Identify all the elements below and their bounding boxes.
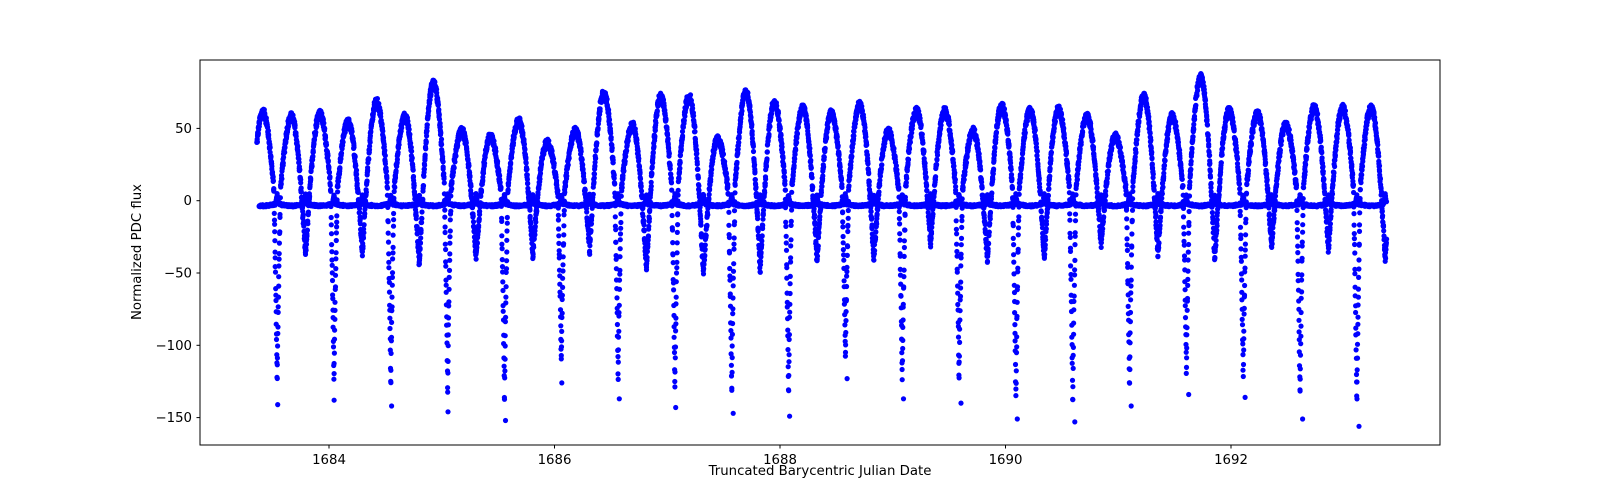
x-tick-label: 1692 (1214, 453, 1248, 468)
y-tick-label: −50 (164, 267, 192, 282)
x-tick-label: 1688 (763, 453, 797, 468)
x-tick-label: 1684 (312, 453, 346, 468)
x-axis-ticks: 1684 1686 1688 1690 1692 (312, 445, 1248, 468)
y-tick-label: 0 (184, 194, 192, 209)
y-tick-label: −150 (155, 411, 192, 426)
x-tick-label: 1686 (538, 453, 572, 468)
scatter-points (254, 71, 1390, 429)
x-tick-label: 1690 (989, 453, 1023, 468)
x-axis-label: Truncated Barycentric Julian Date (708, 464, 932, 479)
y-axis-ticks: 50 0 −50 −100 −150 (155, 122, 200, 426)
plot-frame (199, 59, 1441, 446)
y-axis-label: Normalized PDC flux (130, 184, 145, 320)
y-tick-label: −100 (155, 339, 192, 354)
y-tick-label: 50 (175, 122, 192, 137)
